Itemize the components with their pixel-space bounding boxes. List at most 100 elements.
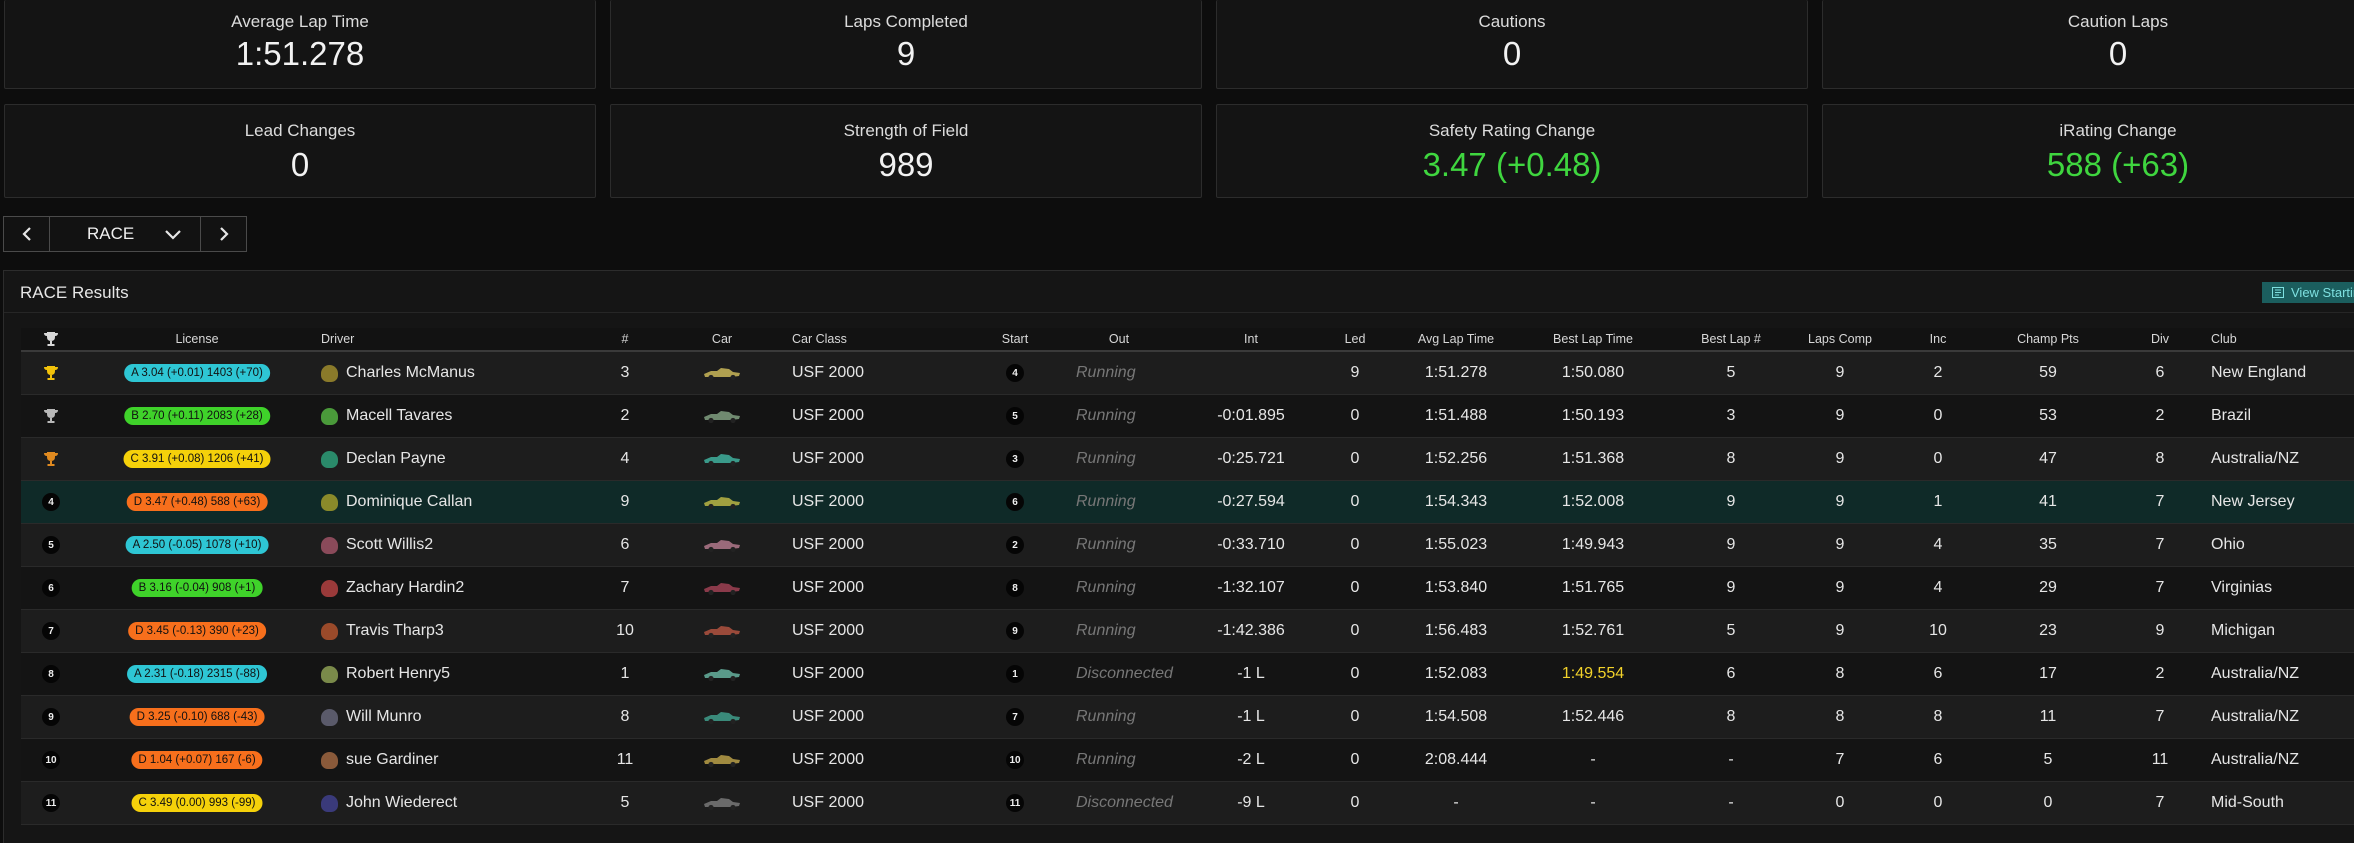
car-icon <box>703 481 741 523</box>
out-status: Running <box>1076 493 1136 510</box>
prev-session-button[interactable] <box>3 216 50 252</box>
best-lap-time: 1:52.761 <box>1561 622 1625 639</box>
car-number: 6 <box>620 536 630 553</box>
interval: -1 L <box>1237 665 1265 682</box>
col-header-out[interactable]: Out <box>1108 332 1130 346</box>
best-lap-number: 9 <box>1726 493 1736 510</box>
session-select[interactable]: RACE <box>50 216 200 252</box>
driver-name[interactable]: Charles McManus <box>346 364 475 381</box>
driver-cell[interactable]: John Wiederect <box>321 782 457 824</box>
driver-cell[interactable]: Scott Willis2 <box>321 524 433 566</box>
driver-cell[interactable]: Declan Payne <box>321 438 446 480</box>
laps-completed: 9 <box>1835 579 1845 596</box>
col-header-laps-comp[interactable]: Laps Comp <box>1808 332 1872 346</box>
next-session-button[interactable] <box>200 216 247 252</box>
best-lap-number: - <box>1728 751 1734 768</box>
division: 7 <box>2155 493 2165 510</box>
col-header-car[interactable]: Car <box>711 332 733 346</box>
col-header-best-lap-time[interactable]: Best Lap Time <box>1553 332 1633 346</box>
driver-cell[interactable]: Macell Tavares <box>321 395 452 437</box>
results-table: License Driver # Car Car Class Start Out… <box>21 328 2354 825</box>
car-class: USF 2000 <box>792 364 865 381</box>
incidents: 4 <box>1933 579 1943 596</box>
champ-points: 41 <box>2039 493 2057 510</box>
driver-name[interactable]: John Wiederect <box>346 794 458 811</box>
table-row[interactable]: C 3.91 (+0.08) 1206 (+41) Declan Payne 4 US… <box>21 438 2354 481</box>
driver-name[interactable]: Scott Willis2 <box>346 536 434 553</box>
driver-name[interactable]: Declan Payne <box>346 450 446 467</box>
col-header-number[interactable]: # <box>621 332 629 346</box>
best-lap-number: 5 <box>1726 364 1736 381</box>
stat-value: 989 <box>878 146 934 183</box>
table-row[interactable]: 11 C 3.49 (0.00) 993 (-99) John Wiederect 5… <box>21 782 2354 825</box>
driver-name[interactable]: Macell Tavares <box>346 407 453 424</box>
col-header-led[interactable]: Led <box>1344 332 1366 346</box>
laps-completed: 9 <box>1835 407 1845 424</box>
best-lap-number: 6 <box>1726 665 1736 682</box>
helmet-icon <box>321 536 338 554</box>
out-status: Running <box>1076 622 1136 639</box>
position-badge: 8 <box>42 665 60 683</box>
avg-lap-time: 2:08.444 <box>1424 751 1488 768</box>
driver-name[interactable]: sue Gardiner <box>346 751 439 768</box>
col-header-start[interactable]: Start <box>1001 332 1029 346</box>
bronze-trophy-icon <box>43 438 59 480</box>
start-position-badge: 6 <box>1006 493 1024 511</box>
best-lap-time: 1:50.193 <box>1561 407 1625 424</box>
table-row[interactable]: B 2.70 (+0.11) 2083 (+28) Macell Tavares 2… <box>21 395 2354 438</box>
position-badge: 9 <box>42 708 60 726</box>
start-position-badge: 10 <box>1006 751 1024 769</box>
col-header-club[interactable]: Club <box>2211 332 2237 346</box>
driver-name[interactable]: Dominique Callan <box>346 493 473 510</box>
position-badge: 6 <box>42 579 60 597</box>
driver-cell[interactable]: Robert Henry5 <box>321 653 450 695</box>
driver-cell[interactable]: Zachary Hardin2 <box>321 567 464 609</box>
col-header-champ-pts[interactable]: Champ Pts <box>2017 332 2079 346</box>
table-row[interactable]: 5 A 2.50 (-0.05) 1078 (+10) Scott Willis2 6… <box>21 524 2354 567</box>
club: Australia/NZ <box>2211 751 2300 768</box>
start-position-badge: 3 <box>1006 450 1024 468</box>
helmet-icon <box>321 364 338 382</box>
table-row[interactable]: 7 D 3.45 (-0.13) 390 (+23) Travis Tharp3 10… <box>21 610 2354 653</box>
col-header-avg-lap-time[interactable]: Avg Lap Time <box>1417 332 1495 346</box>
driver-name[interactable]: Zachary Hardin2 <box>346 579 465 596</box>
avg-lap-time: 1:53.840 <box>1424 579 1488 596</box>
car-number: 2 <box>620 407 630 424</box>
driver-cell[interactable]: Dominique Callan <box>321 481 472 523</box>
col-header-div[interactable]: Div <box>2150 332 2170 346</box>
driver-name[interactable]: Robert Henry5 <box>346 665 451 682</box>
table-row[interactable]: A 3.04 (+0.01) 1403 (+70) Charles McManus… <box>21 352 2354 395</box>
driver-cell[interactable]: Will Munro <box>321 696 422 738</box>
table-row[interactable]: 6 B 3.16 (-0.04) 908 (+1) Zachary Hardin2 7… <box>21 567 2354 610</box>
driver-cell[interactable]: Charles McManus <box>321 352 475 394</box>
table-row[interactable]: 4 D 3.47 (+0.48) 588 (+63) Dominique Calla… <box>21 481 2354 524</box>
stat-label: iRating Change <box>2059 121 2177 140</box>
driver-cell[interactable]: sue Gardiner <box>321 739 439 781</box>
table-row[interactable]: 9 D 3.25 (-0.10) 688 (-43) Will Munro 8 USF … <box>21 696 2354 739</box>
laps-completed: 7 <box>1835 751 1845 768</box>
col-header-int[interactable]: Int <box>1244 332 1258 346</box>
stat-value: 0 <box>290 146 310 183</box>
driver-name[interactable]: Will Munro <box>346 708 422 725</box>
view-starting-grid-button[interactable]: View Startin <box>2262 282 2354 303</box>
col-header-car-class[interactable]: Car Class <box>792 332 847 346</box>
best-lap-number: 5 <box>1726 622 1736 639</box>
division: 7 <box>2155 536 2165 553</box>
driver-cell[interactable]: Travis Tharp3 <box>321 610 444 652</box>
laps-completed: 9 <box>1835 493 1845 510</box>
table-row[interactable]: 8 A 2.31 (-0.18) 2315 (-88) Robert Henry5 1… <box>21 653 2354 696</box>
col-header-driver[interactable]: Driver <box>321 332 355 346</box>
driver-name[interactable]: Travis Tharp3 <box>346 622 444 639</box>
col-header-inc[interactable]: Inc <box>1929 332 1947 346</box>
table-row[interactable]: 10 D 1.04 (+0.07) 167 (-6) sue Gardiner 11 U… <box>21 739 2354 782</box>
car-class: USF 2000 <box>792 751 865 768</box>
car-icon <box>703 653 741 695</box>
division: 7 <box>2155 708 2165 725</box>
col-header-license[interactable]: License <box>175 332 219 346</box>
col-header-best-lap-number[interactable]: Best Lap # <box>1701 332 1761 346</box>
club: Mid-South <box>2211 794 2284 811</box>
club: Australia/NZ <box>2211 708 2300 725</box>
stats-grid: Average Lap Time 1:51.278 Laps Completed… <box>4 0 2354 198</box>
session-select-value: RACE <box>87 224 135 243</box>
out-status: Running <box>1076 364 1136 381</box>
